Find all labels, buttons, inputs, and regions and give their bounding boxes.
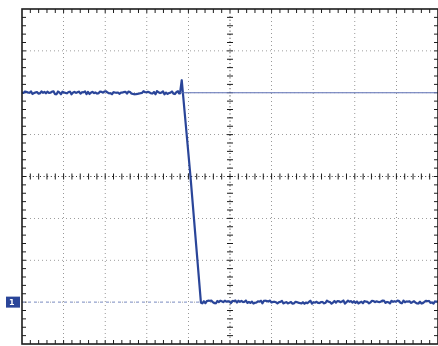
channel-marker-box — [6, 296, 20, 308]
channel-marker: 1 — [6, 296, 20, 308]
plot-frame — [21, 8, 438, 345]
signal-trace — [21, 79, 438, 305]
trace-layer — [21, 79, 438, 305]
channel-marker-label: 1 — [9, 298, 15, 307]
